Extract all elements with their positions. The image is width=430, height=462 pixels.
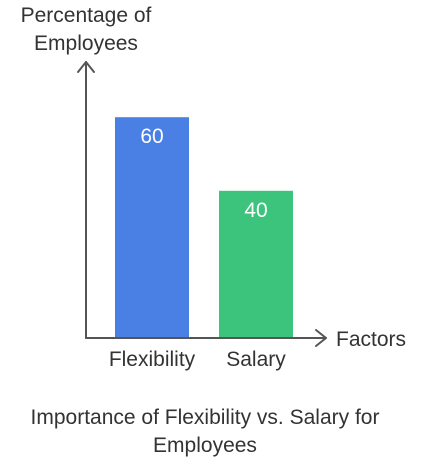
bar-value-label-salary: 40 [244, 199, 267, 222]
y-axis-label-line-1: Percentage of [21, 4, 152, 27]
chart-title: Importance of Flexibility vs. Salary for… [30, 406, 380, 457]
x-axis-label: Factors [336, 328, 406, 351]
y-axis-label-line-2: Employees [34, 32, 138, 55]
bars-group: 60 40 [115, 117, 293, 338]
bar-salary [219, 190, 293, 338]
x-tick-labels: Flexibility Salary [109, 348, 286, 371]
bar-flexibility [115, 117, 189, 338]
bar-value-label-flexibility: 60 [140, 125, 163, 148]
y-axis-arrowhead [77, 61, 95, 73]
x-tick-label-salary: Salary [226, 348, 286, 371]
x-tick-label-flexibility: Flexibility [109, 348, 196, 371]
x-axis-arrowhead [315, 329, 327, 347]
